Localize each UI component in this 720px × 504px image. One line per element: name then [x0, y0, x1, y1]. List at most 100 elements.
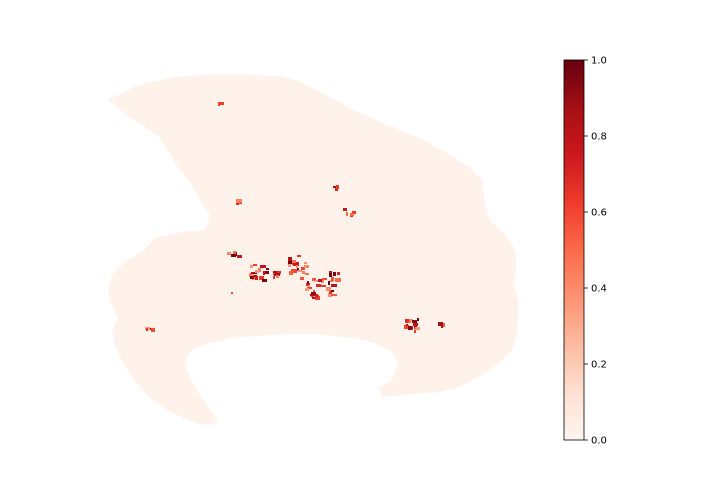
heatmap-cell — [331, 294, 337, 296]
colorbar: 0.0 0.2 0.4 0.6 0.8 1.0 — [563, 56, 607, 447]
heatmap-cell — [415, 327, 420, 330]
heatmap-cell — [151, 328, 155, 332]
heatmap-cell — [227, 252, 231, 255]
heatmap-cell — [414, 330, 416, 333]
heatmap-cell — [262, 279, 267, 282]
heatmap-cell — [293, 262, 299, 266]
heatmap-cell — [313, 290, 315, 293]
heatmap-cell — [307, 281, 309, 284]
heatmap-cell — [305, 273, 309, 275]
heatmap-cell — [417, 318, 419, 321]
heatmap-cell — [321, 285, 326, 287]
heatmap-cell — [329, 273, 332, 277]
heatmap-cell — [276, 275, 279, 278]
heatmap-cell — [329, 271, 332, 274]
heatmap-cell — [441, 326, 443, 328]
heatmap-cell — [291, 269, 297, 273]
heatmap-cell — [274, 273, 280, 276]
heatmap-cell — [333, 272, 336, 276]
heatmap-cell — [298, 270, 302, 272]
heatmap-cell — [443, 323, 445, 327]
heatmap-cell — [273, 276, 275, 279]
heatmap-cell — [231, 292, 233, 294]
heatmap-cell — [250, 265, 253, 268]
heatmap-cell — [292, 260, 296, 263]
colorbar-tick-label: 1.0 — [591, 56, 607, 67]
heatmap-cell — [263, 271, 265, 275]
heatmap-cell — [300, 277, 304, 280]
heatmap-cell — [322, 278, 324, 280]
heatmap-cell — [296, 265, 298, 268]
heatmap-cell — [297, 255, 301, 257]
heatmap-cell — [302, 271, 305, 274]
colorbar-tick-label: 0.2 — [591, 360, 607, 371]
heatmap-cell — [266, 268, 269, 270]
heatmap-cell — [318, 279, 322, 282]
heatmap-cell — [146, 328, 148, 331]
heatmap-cell — [312, 297, 316, 299]
heatmap-cell — [315, 280, 319, 282]
heatmap-cell — [335, 188, 338, 191]
heatmap-cell — [337, 272, 340, 275]
heatmap-cell — [331, 290, 334, 292]
heatmap-cell — [148, 328, 153, 330]
heatmap-cell — [312, 278, 316, 281]
colorbar-tick-label: 0.0 — [591, 436, 607, 447]
heatmap-cell — [308, 285, 310, 288]
heatmap-cell — [408, 320, 411, 323]
heatmap-cell — [350, 213, 354, 216]
colorbar-tick-label: 0.8 — [591, 132, 607, 143]
heatmap-cell — [288, 264, 291, 267]
heatmap-cell — [315, 294, 318, 298]
heatmap-cell — [336, 185, 339, 189]
heatmap-cell — [305, 288, 309, 291]
heatmap-cell — [306, 283, 310, 286]
heatmap-cell — [218, 102, 224, 105]
heatmap-cell — [289, 271, 293, 275]
heatmap-cell — [438, 322, 443, 326]
colorbar-gradient — [564, 60, 584, 440]
heatmap-cell — [252, 275, 257, 278]
heatmap-cell — [321, 280, 324, 283]
heatmap-cells — [145, 102, 445, 333]
heatmap-cell — [307, 287, 312, 289]
heatmap-cell — [231, 254, 236, 257]
heatmap-cell — [335, 278, 341, 282]
heatmap-cell — [249, 273, 254, 277]
heatmap-cell — [405, 319, 409, 322]
heatmap-cell — [408, 319, 413, 321]
heatmap-cell — [413, 323, 418, 326]
heatmap-cell — [346, 212, 348, 216]
heatmap-region — [108, 75, 518, 425]
heatmap-cell — [404, 325, 409, 329]
heatmap-cell — [237, 255, 242, 258]
heatmap-cell — [331, 284, 337, 287]
heatmap-cell — [233, 251, 236, 254]
heatmap-cell — [288, 261, 292, 264]
heatmap-cell — [258, 268, 261, 272]
heatmap-cell — [265, 271, 269, 274]
heatmap-cell — [255, 270, 259, 273]
colorbar-ticks: 0.0 0.2 0.4 0.6 0.8 1.0 — [584, 56, 607, 447]
heatmap-cell — [331, 277, 334, 281]
colorbar-outline — [563, 59, 585, 441]
heatmap-plot — [108, 75, 518, 425]
heatmap-cell — [333, 186, 336, 188]
colorbar-tick-label: 0.6 — [591, 208, 607, 219]
heatmap-cell — [262, 265, 266, 267]
heatmap-cell — [276, 271, 281, 274]
colorbar-tick-label: 0.4 — [591, 284, 607, 295]
heatmap-cell — [288, 257, 292, 261]
heatmap-cell — [328, 281, 330, 285]
heatmap-cell — [352, 211, 356, 214]
heatmap-cell — [301, 267, 305, 270]
heatmap-cell — [273, 273, 275, 275]
heatmap-cell — [316, 284, 321, 287]
heatmap-cell — [236, 202, 239, 205]
heatmap-cell — [273, 271, 277, 274]
heatmap-cell — [326, 287, 331, 291]
heatmap-cell — [259, 277, 262, 280]
heatmap-cell — [297, 268, 299, 271]
heatmap-cell — [324, 278, 327, 280]
